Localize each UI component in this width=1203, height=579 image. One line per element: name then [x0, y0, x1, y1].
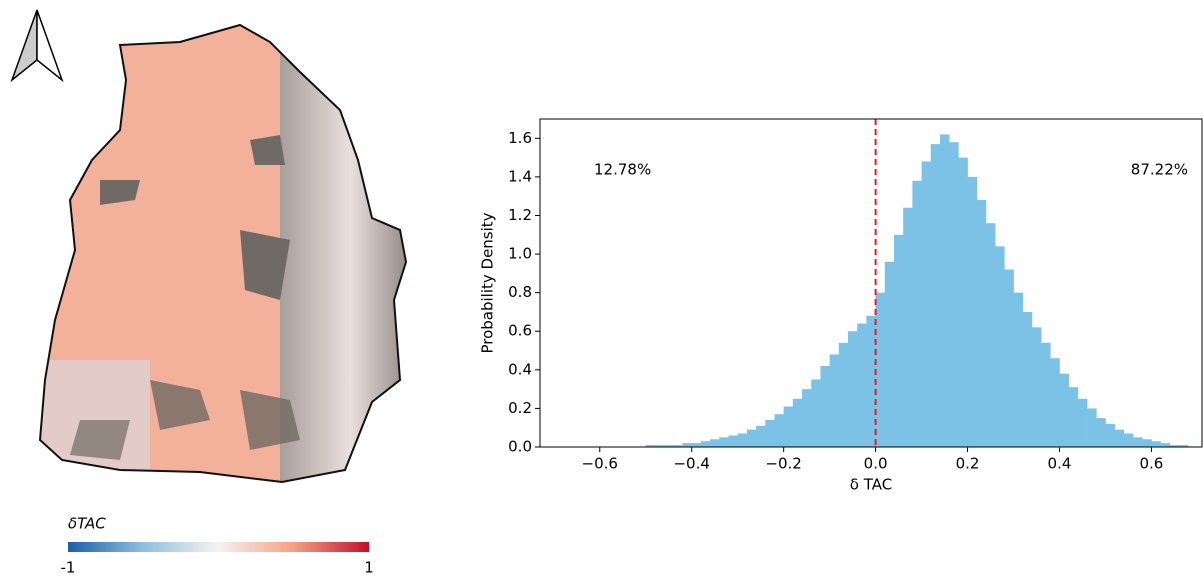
bar — [885, 262, 894, 447]
figure: δTAC -1 1 −0.6 −0.4 −0.2 0.0 0.2 0.4 0.6 0.0 0.2… — [0, 0, 1203, 579]
bar — [949, 142, 958, 447]
y-tick-label: 0.2 — [508, 399, 532, 417]
bar — [692, 443, 701, 447]
colorbar-min: -1 — [61, 559, 76, 577]
annotation: 12.78% — [594, 161, 651, 179]
x-tick-label: −0.6 — [582, 455, 618, 473]
bar — [857, 324, 866, 447]
y-tick-label: 0.0 — [508, 438, 532, 456]
bar — [765, 420, 774, 447]
x-tick-label: −0.2 — [765, 455, 801, 473]
bar — [1059, 374, 1068, 447]
bar — [894, 235, 903, 447]
bar — [968, 177, 977, 447]
y-tick-label: 0.6 — [508, 322, 532, 340]
x-tick-label: 0.6 — [1140, 455, 1164, 473]
bar — [1004, 269, 1013, 447]
colorbar-max: 1 — [364, 559, 374, 577]
bar — [701, 441, 710, 447]
bar — [1151, 441, 1160, 447]
bar — [1133, 437, 1142, 447]
bar — [977, 200, 986, 447]
y-tick-label: 1.6 — [508, 129, 532, 147]
bar — [903, 208, 912, 447]
y-tick-label: 1.0 — [508, 245, 532, 263]
bar — [848, 331, 857, 447]
bar — [1041, 343, 1050, 447]
bar — [1142, 439, 1151, 447]
colorbar — [68, 542, 369, 552]
bar — [719, 437, 728, 447]
bar — [1050, 358, 1059, 447]
bar — [986, 223, 995, 447]
bar — [811, 379, 820, 447]
bar — [931, 144, 940, 447]
bar — [1078, 399, 1087, 447]
bar — [738, 433, 747, 447]
y-tick-label: 1.2 — [508, 206, 532, 224]
x-tick-label: 0.4 — [1048, 455, 1072, 473]
y-tick-label: 0.8 — [508, 283, 532, 301]
y-tick-label: 0.4 — [508, 360, 532, 378]
bar — [1087, 408, 1096, 447]
bar — [683, 443, 692, 447]
x-axis-label: δ TAC — [850, 476, 892, 494]
bar — [922, 161, 931, 447]
bar — [839, 343, 848, 447]
bar — [774, 414, 783, 447]
annotation: 87.22% — [1131, 161, 1188, 179]
bar — [710, 439, 719, 447]
y-axis-label: Probability Density — [479, 212, 497, 353]
bar — [1096, 418, 1105, 447]
y-tick-label: 1.4 — [508, 167, 532, 185]
x-tick-label: 0.0 — [864, 455, 888, 473]
bar — [820, 366, 829, 447]
bar — [1124, 433, 1133, 447]
bar — [940, 134, 949, 447]
bar — [747, 430, 756, 447]
bar — [1069, 387, 1078, 447]
map — [30, 20, 420, 490]
x-tick-label: −0.4 — [673, 455, 709, 473]
bar — [830, 354, 839, 447]
bar — [958, 158, 967, 447]
bar — [784, 406, 793, 447]
bar — [866, 316, 875, 447]
bar — [728, 435, 737, 447]
bar — [876, 293, 885, 447]
north-arrow — [12, 10, 62, 80]
bar — [1032, 327, 1041, 447]
bar — [1161, 443, 1170, 447]
bar — [1014, 293, 1023, 447]
bar — [756, 426, 765, 447]
bar — [802, 389, 811, 447]
bar — [1023, 312, 1032, 447]
x-tick-label: 0.2 — [956, 455, 980, 473]
bar — [1115, 430, 1124, 447]
bar — [912, 181, 921, 447]
bar — [1105, 424, 1114, 447]
bar — [995, 246, 1004, 447]
colorbar-title: δTAC — [68, 515, 106, 533]
bar — [793, 399, 802, 447]
histogram: −0.6 −0.4 −0.2 0.0 0.2 0.4 0.6 0.0 0.2 0.4 0.6 0.8 1… — [479, 119, 1203, 494]
